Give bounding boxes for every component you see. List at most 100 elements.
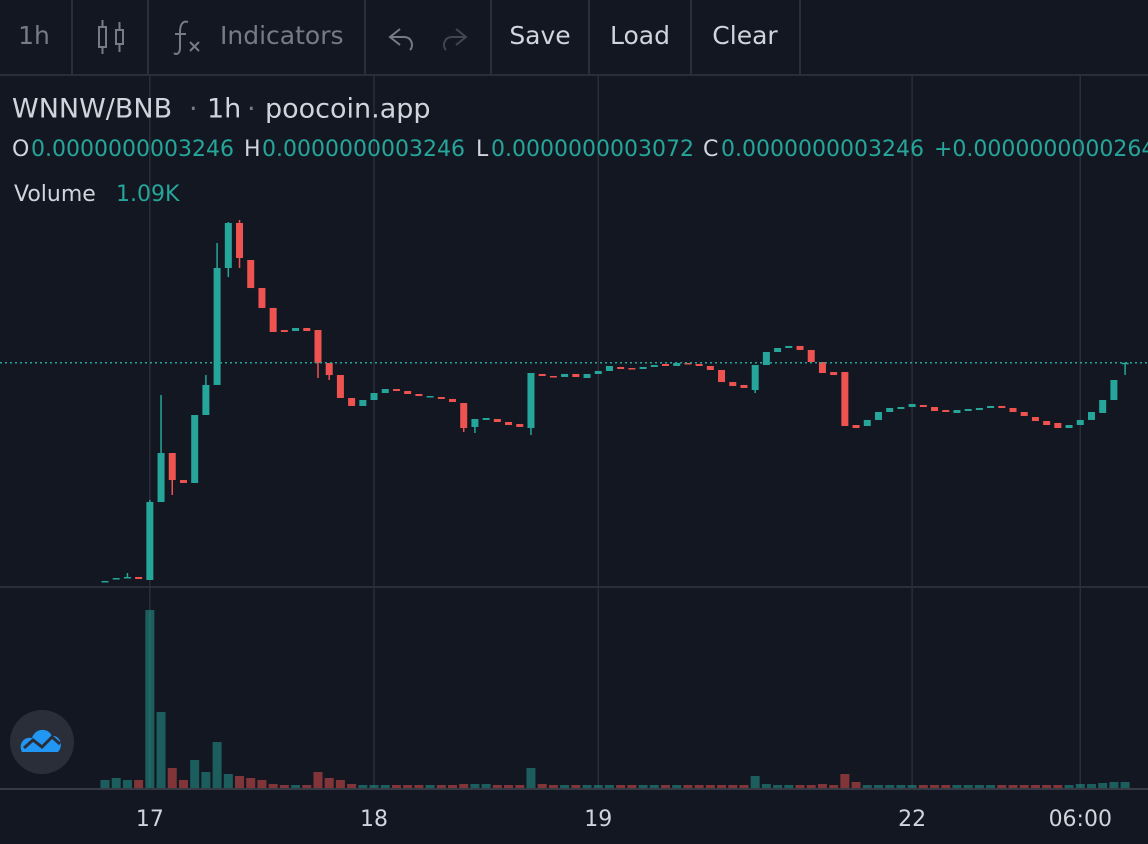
candle-body [897, 407, 905, 409]
volume-label: Volume [14, 182, 96, 207]
undo-button[interactable] [388, 28, 413, 51]
load-button[interactable]: Load [610, 21, 670, 50]
volume-bar [100, 780, 110, 788]
indicators-icon[interactable] [173, 20, 200, 55]
volume-bar [178, 780, 188, 788]
redo-button[interactable] [443, 28, 468, 51]
clear-button[interactable]: Clear [712, 21, 778, 50]
candle-body [516, 424, 524, 427]
candle-body [908, 404, 916, 408]
candle-body [213, 268, 221, 385]
volume-bar [313, 772, 323, 788]
candle-body [695, 363, 703, 366]
volume-bar [156, 712, 166, 788]
candle-body [123, 576, 131, 579]
volume-bar [571, 785, 581, 788]
volume-bar [616, 785, 626, 788]
volume-bar [111, 778, 121, 788]
candle-body [348, 397, 356, 406]
candle-body [392, 389, 400, 391]
chart-type-button[interactable] [98, 20, 124, 54]
candle-body [830, 372, 838, 376]
volume-bar [425, 785, 435, 788]
volume-bar [941, 785, 951, 788]
x-tick-label: 19 [584, 807, 612, 832]
volume-bar [1053, 785, 1063, 788]
candle-body [146, 502, 154, 580]
volume-bar [784, 785, 794, 788]
volume-bar [223, 774, 233, 788]
volume-value: 1.09K [116, 182, 180, 207]
volume-bar [212, 742, 222, 788]
candle-body [964, 408, 972, 412]
candle-body [863, 419, 871, 426]
volume-bar [1008, 785, 1018, 788]
save-button[interactable]: Save [509, 21, 570, 50]
candle-body [1054, 422, 1062, 429]
candle-body [639, 366, 647, 370]
volume-bar [122, 780, 132, 788]
separator: · [189, 94, 198, 125]
candle-body [1076, 419, 1084, 426]
volume-bar [1120, 781, 1130, 788]
candle-body [280, 330, 288, 332]
candle-body [247, 260, 255, 289]
candle-body [1043, 421, 1051, 426]
volume-bar [840, 774, 850, 788]
logo[interactable] [10, 710, 74, 774]
volume-bar [997, 785, 1007, 788]
candle-body [673, 362, 681, 366]
candle-body [258, 288, 266, 308]
volume-bar [974, 785, 984, 788]
candle-body [325, 362, 333, 376]
candle-body [662, 363, 669, 366]
candle-body [370, 393, 378, 401]
symbol: WNNW/BNB [12, 94, 172, 125]
volume-bar [537, 784, 547, 788]
volume-bar [806, 785, 816, 788]
candle-body [538, 373, 546, 377]
candle-body [505, 422, 513, 426]
candle-body [594, 370, 602, 374]
candle-body [482, 418, 490, 420]
volume-bar [683, 785, 693, 788]
candle-body [785, 345, 793, 349]
volume-bar [896, 785, 906, 788]
candle-body [706, 366, 714, 370]
candle-body [1110, 380, 1118, 401]
candle-body [224, 222, 232, 268]
volume-bar [604, 785, 614, 788]
volume-bar [492, 785, 502, 788]
candle-body [1009, 408, 1017, 412]
volume-bar [773, 785, 783, 788]
volume-bar [414, 785, 424, 788]
candle-body [740, 384, 748, 388]
candle-body [314, 330, 322, 363]
legend-interval: 1h [207, 94, 241, 125]
candle-body [931, 407, 939, 412]
volume-bar [167, 768, 177, 788]
volume-bar [1042, 785, 1052, 788]
candle-body [449, 398, 457, 402]
indicators-button[interactable]: Indicators [220, 21, 344, 50]
volume-bar [694, 785, 704, 788]
x-tick-label: 18 [360, 807, 388, 832]
candle-body [493, 418, 501, 422]
source: poocoin.app [265, 94, 431, 125]
volume-bar [145, 610, 155, 788]
volume-bar [885, 785, 895, 788]
volume-bar [459, 784, 469, 788]
change-value: +0.0000000000264 [934, 137, 1148, 162]
volume-bar [1064, 785, 1074, 788]
candle-body [807, 349, 815, 363]
volume-bar [672, 785, 682, 788]
volume-bar [963, 785, 973, 788]
volume-bar [526, 768, 536, 788]
candle-body [168, 453, 176, 481]
toolbar: 1h Indicators Save Load Clear [0, 0, 1148, 76]
x-tick-label: 22 [898, 807, 926, 832]
volume-bar [817, 784, 827, 788]
open-value: 0.0000000003246 [31, 137, 234, 162]
candle-body [650, 365, 658, 367]
interval-button[interactable]: 1h [18, 21, 50, 50]
